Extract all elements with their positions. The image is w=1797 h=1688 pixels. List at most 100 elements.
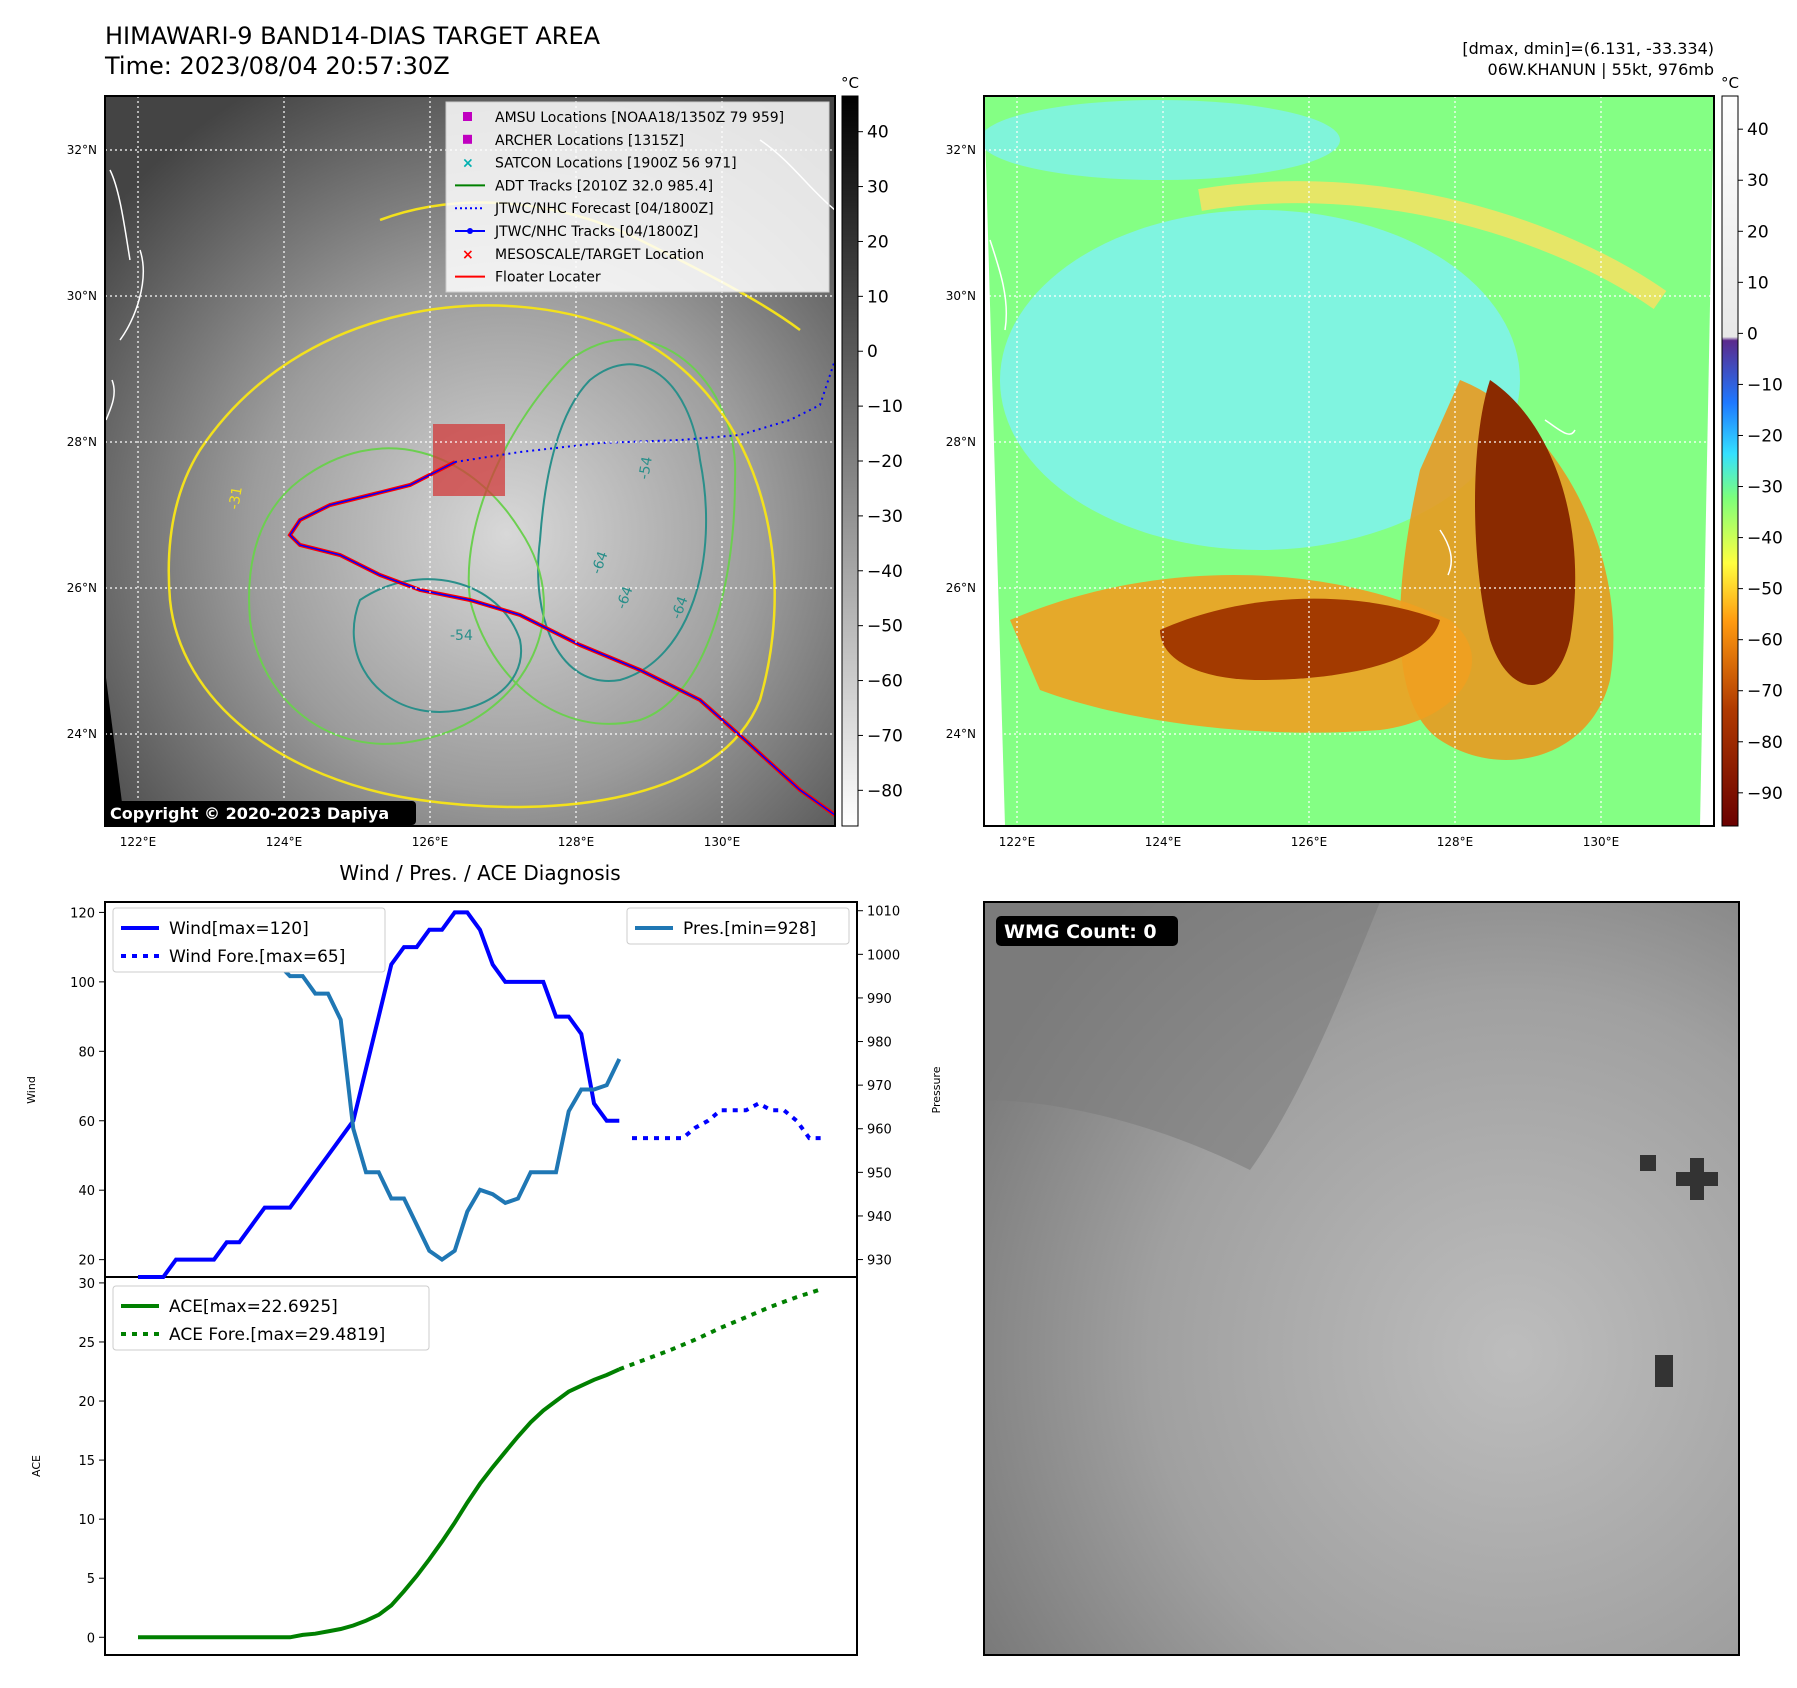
legend-box bbox=[445, 101, 830, 293]
lon-tick-label: 124°E bbox=[266, 835, 303, 849]
legend-marker-x: × bbox=[462, 247, 474, 263]
colorbar-tick-label: 0 bbox=[1747, 324, 1758, 344]
colorbar-tick-label: −40 bbox=[867, 562, 903, 582]
legend-label: JTWC/NHC Tracks [04/1800Z] bbox=[494, 224, 698, 240]
pressure-tick-label: 990 bbox=[867, 992, 892, 1007]
colorbar-tick-label: −90 bbox=[1747, 784, 1783, 804]
colorbar-tick-label: −50 bbox=[1747, 580, 1783, 600]
enhanced-eye-region bbox=[1000, 210, 1520, 550]
pressure-tick-label: 1000 bbox=[867, 948, 900, 963]
colorbar-tick-label: −10 bbox=[867, 397, 903, 417]
wind-axis-label: Wind bbox=[25, 1076, 38, 1104]
chart-legend: ACE[max=22.6925] ACE Fore.[max=29.4819] bbox=[112, 1285, 430, 1351]
lat-tick-label: 28°N bbox=[67, 435, 97, 449]
legend-entry: JTWC/NHC Tracks [04/1800Z] bbox=[455, 224, 698, 240]
colorbar-tick-label: −70 bbox=[867, 726, 903, 746]
ir-gridlines bbox=[105, 96, 835, 826]
chart-legend: Wind[max=120] Wind Fore.[max=65] bbox=[112, 907, 386, 973]
contour-label: -64 bbox=[669, 594, 692, 621]
ace-series-line bbox=[138, 1367, 621, 1640]
pressure-tick-label: 950 bbox=[867, 1166, 892, 1181]
wmg-dark-pixel bbox=[1640, 1155, 1656, 1171]
contour-label: -64 bbox=[614, 584, 637, 611]
colorbar-tick-label: 0 bbox=[867, 342, 878, 362]
enhanced-cyan-band bbox=[984, 100, 1340, 180]
colorbar-tick-label: 30 bbox=[1747, 171, 1769, 191]
chart-legend: Pres.[min=928] bbox=[626, 907, 850, 945]
enhanced-gridlines bbox=[984, 96, 1714, 826]
pressure-series-line bbox=[138, 921, 622, 1263]
colorbar-tick-label: −60 bbox=[867, 672, 903, 692]
legend-entry: × SATCON Locations [1900Z 56 971] bbox=[462, 156, 737, 172]
lon-tick-label: 130°E bbox=[704, 835, 741, 849]
dmax-dmin-label: [dmax, dmin]=(6.131, -33.334) bbox=[1462, 39, 1714, 58]
colorbar-tick-label: −40 bbox=[1747, 529, 1783, 549]
colorbar-tick-label: 10 bbox=[867, 287, 889, 307]
gray-colorbar bbox=[841, 95, 859, 827]
colorbar-tick-label: −20 bbox=[1747, 426, 1783, 446]
color-colorbar bbox=[1721, 95, 1739, 827]
wind-tick-label: 40 bbox=[78, 1184, 95, 1199]
lat-tick-label: 24°N bbox=[946, 727, 976, 741]
lon-tick-label: 130°E bbox=[1583, 835, 1620, 849]
colorbar-tick-label: −30 bbox=[1747, 478, 1783, 498]
legend-marker-square bbox=[463, 112, 472, 121]
ace-forecast-line bbox=[618, 1287, 823, 1372]
pressure-tick-label: 1010 bbox=[867, 905, 900, 920]
coastline-enhanced bbox=[989, 239, 1576, 576]
pressure-axis-label: Pressure bbox=[930, 1066, 943, 1113]
legend-entry: ADT Tracks [2010Z 32.0 985.4] bbox=[455, 178, 713, 194]
legend-entry: ARCHER Locations [1315Z] bbox=[463, 133, 684, 149]
contour-yellow bbox=[167, 304, 776, 809]
ir-map-panel: -31 -54 -64 -64 -64 -54 AMSU Locations [… bbox=[104, 95, 836, 827]
copyright-box bbox=[105, 801, 416, 825]
colorbar-tick-label: 30 bbox=[867, 178, 889, 198]
lat-tick-label: 26°N bbox=[67, 581, 97, 595]
pressure-tick-label: 980 bbox=[867, 1036, 892, 1051]
wmg-count-box bbox=[996, 916, 1178, 946]
contour-teal-2 bbox=[352, 578, 523, 713]
ace-tick-label: 30 bbox=[78, 1277, 95, 1292]
gray-colorbar-unit: °C bbox=[841, 74, 859, 92]
lon-tick-label: 122°E bbox=[999, 835, 1036, 849]
contour-label: -54 bbox=[450, 628, 473, 644]
colorbar-tick-label: 20 bbox=[867, 232, 889, 252]
lon-tick-label: 126°E bbox=[1291, 835, 1328, 849]
figure-time: Time: 2023/08/04 20:57:30Z bbox=[104, 52, 450, 80]
pressure-tick-label: 930 bbox=[867, 1254, 892, 1269]
lon-tick-label: 124°E bbox=[1145, 835, 1182, 849]
colorbar-tick-label: −80 bbox=[867, 781, 903, 801]
ace-tick-label: 20 bbox=[78, 1395, 95, 1410]
storm-info-label: 06W.KHANUN | 55kt, 976mb bbox=[1488, 60, 1714, 79]
color-colorbar-unit: °C bbox=[1721, 74, 1739, 92]
wind-series-line bbox=[138, 910, 620, 1279]
legend-label: AMSU Locations [NOAA18/1350Z 79 959] bbox=[495, 110, 784, 126]
chart-legend-label: Wind Fore.[max=65] bbox=[169, 947, 345, 967]
legend-label: Floater Locater bbox=[495, 270, 601, 286]
chart-legend-label: Wind[max=120] bbox=[169, 919, 309, 939]
colorbar-tick-label: −60 bbox=[1747, 631, 1783, 651]
legend-entry: AMSU Locations [NOAA18/1350Z 79 959] bbox=[463, 110, 784, 126]
copyright-text: Copyright © 2020-2023 Dapiya bbox=[110, 804, 389, 823]
colorbar-tick-label: 40 bbox=[867, 123, 889, 143]
chart-legend-label: ACE[max=22.6925] bbox=[169, 1297, 338, 1317]
colorbar-tick-label: −50 bbox=[867, 617, 903, 637]
colorbar-tick-label: 10 bbox=[1747, 273, 1769, 293]
chart-legend-box bbox=[626, 907, 850, 945]
chart-legend-label: ACE Fore.[max=29.4819] bbox=[169, 1325, 385, 1345]
target-area-box bbox=[433, 424, 505, 496]
legend-label: ARCHER Locations [1315Z] bbox=[495, 133, 684, 149]
wmg-frame bbox=[983, 901, 1740, 1656]
ace-tick-label: 25 bbox=[78, 1336, 95, 1351]
legend-entry: × MESOSCALE/TARGET Location bbox=[462, 247, 704, 263]
lat-tick-label: 26°N bbox=[946, 581, 976, 595]
colorbar-tick-label: −70 bbox=[1747, 682, 1783, 702]
wind-tick-label: 60 bbox=[78, 1115, 95, 1130]
map-legend: AMSU Locations [NOAA18/1350Z 79 959] ARCH… bbox=[445, 101, 830, 293]
legend-entry: JTWC/NHC Forecast [04/1800Z] bbox=[455, 201, 714, 217]
wind-tick-label: 100 bbox=[70, 976, 95, 991]
colorbar-tick-label: −80 bbox=[1747, 733, 1783, 753]
legend-marker-dot bbox=[467, 228, 473, 234]
chart-legend-box bbox=[112, 1285, 430, 1351]
